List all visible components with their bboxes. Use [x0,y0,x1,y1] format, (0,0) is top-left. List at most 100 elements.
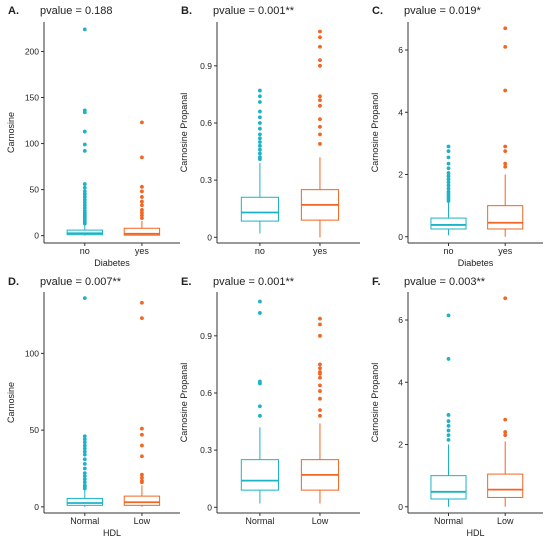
outlier-point [503,144,508,149]
outlier-point [140,432,144,437]
x-tick-label: Normal [245,516,274,526]
outlier-point [446,186,451,191]
outlier-point [503,433,508,438]
y-axis-title: Carnosine Propanol [370,93,380,173]
outlier-point [258,151,262,156]
y-tick-label: 200 [25,46,39,56]
outlier-point [82,197,87,202]
outlier-point [446,423,451,428]
box-normal [430,313,467,507]
outlier-point [503,164,508,169]
y-tick-label: 6 [398,315,403,325]
outlier-point [140,475,144,480]
panel-6: F. pvalue = 0.003** 0 2 4 6 Carnosine Propanol… [370,276,543,538]
outlier-point [140,480,144,485]
y-tick-label: 2 [398,440,403,450]
box-normal [66,296,103,507]
outlier-point [140,120,144,125]
iqr-box [66,497,103,506]
outlier-point [318,322,322,327]
outlier-point [258,121,262,125]
outlier-point [258,299,262,304]
y-tick-label: 2 [398,170,403,180]
outlier-point [258,100,262,104]
outlier-point [82,446,87,451]
outlier-point [140,210,144,215]
y-tick-label: 6 [398,45,403,55]
outlier-point [503,296,508,301]
outlier-point [318,333,322,338]
outlier-point [140,203,144,208]
outlier-point [318,58,322,63]
y-tick-label: 4 [398,377,403,387]
outlier-point [446,174,451,178]
outlier-point [140,184,144,189]
outlier-point [446,433,451,438]
outlier-point [446,155,451,160]
outlier-point [318,124,322,129]
outlier-point [446,144,451,149]
x-tick-label: Normal [434,516,463,526]
outlier-point [318,142,322,146]
outlier-point [82,461,87,466]
x-tick-label: yes [498,246,513,256]
outlier-point [318,413,322,418]
outlier-point [446,313,451,318]
y-tick-label: 50 [30,425,40,435]
iqr-box [430,217,467,230]
outlier-point [258,413,262,418]
outlier-point [318,408,322,413]
outlier-point [446,428,451,433]
outlier-point [318,132,322,137]
outlier-point [140,189,144,194]
outlier-point [82,27,87,32]
outlier-point [446,183,451,188]
x-tick-label: no [80,246,90,256]
outlier-point [318,389,322,393]
outlier-point [258,404,262,409]
panel-1: A. pvalue = 0.188 0 50 100 150 200 Carnosine no y… [6,5,180,268]
outlier-point [82,110,87,115]
x-axis-title: HDL [466,528,484,538]
outlier-point [140,300,144,305]
outlier-point [82,466,87,471]
outlier-point [140,426,144,431]
x-axis-title: Diabetes [458,258,494,268]
outlier-point [318,29,322,34]
outlier-point [140,195,144,199]
y-tick-label: 100 [25,348,39,358]
y-axis-title: Carnosine Propanal [179,93,189,173]
outlier-point [82,185,87,190]
outlier-point [446,199,451,203]
outlier-point [82,452,87,457]
y-tick-label: 0.6 [200,118,212,128]
outlier-point [82,486,87,491]
panel-2: B. pvalue = 0.001** 0 0.3 0.6 0.9 Carnosine Pr… [179,5,360,256]
outlier-point [446,177,451,182]
panel-label: C. [372,5,383,17]
y-tick-label: 0 [207,232,212,242]
y-tick-label: 0.9 [200,61,212,71]
outlier-point [446,357,451,361]
outlier-point [140,155,144,160]
panel-3: C. pvalue = 0.019* 0 2 4 6 Carnosine Propanol n… [370,5,543,268]
x-axis-title: HDL [103,528,121,538]
outlier-point [258,132,262,137]
panel-label: F. [372,276,381,288]
outlier-point [318,366,322,371]
x-tick-label: no [443,246,453,256]
y-tick-label: 100 [25,139,39,149]
x-tick-label: Low [312,516,329,526]
iqr-box [240,459,279,491]
y-tick-label: 4 [398,107,403,117]
iqr-box [123,495,161,506]
outlier-point [446,149,451,154]
y-tick-label: 0.3 [200,175,212,185]
outlier-point [318,44,322,49]
box-low [123,300,161,507]
y-tick-label: 0 [398,502,403,512]
pvalue-title: pvalue = 0.188 [40,5,112,17]
panel-4: D. pvalue = 0.007** 0 50 100 Carnosine Normal L… [6,276,180,538]
panel-label: E. [181,276,191,288]
